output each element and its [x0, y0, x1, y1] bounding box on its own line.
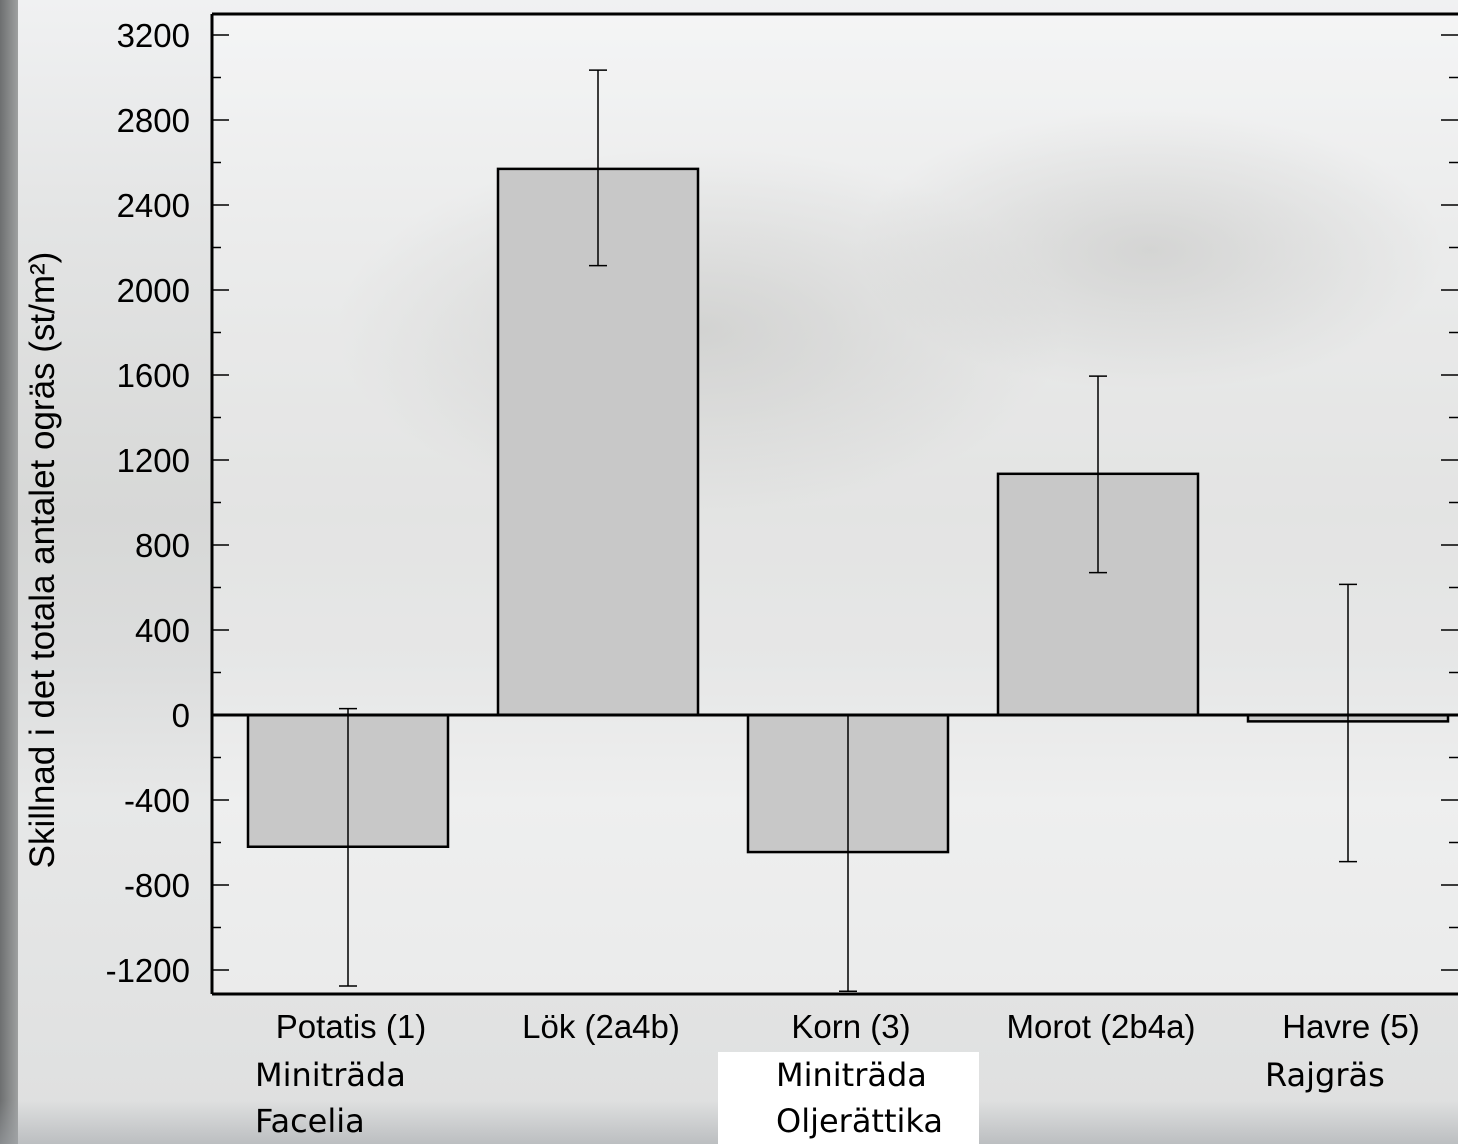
error-bar — [1339, 583, 1357, 863]
category-sublabel-potatis: Miniträda Facelia — [255, 1052, 406, 1144]
error-bars — [339, 69, 1357, 992]
category-label: Havre (5) — [1282, 1008, 1420, 1045]
axes — [210, 12, 1458, 996]
y-tick-label: 2400 — [117, 187, 190, 224]
y-axis-label: Skillnad i det totala antalet ogräs (st/… — [23, 252, 62, 869]
background-photo-edge — [0, 0, 18, 1144]
error-bar — [589, 69, 607, 267]
category-labels: Potatis (1) Lök (2a4b) Korn (3) Morot (2b4a… — [276, 1008, 1420, 1045]
error-bar — [339, 707, 357, 987]
category-label: Morot (2b4a) — [1007, 1008, 1196, 1045]
error-bar — [839, 714, 857, 992]
category-label: Lök (2a4b) — [522, 1008, 680, 1045]
y-tick-label: 1600 — [117, 357, 190, 394]
y-tick-label: 400 — [135, 612, 190, 649]
category-sublabel-korn: Miniträda Oljerättika — [718, 1052, 979, 1144]
sublabel-line: Facelia — [255, 1102, 365, 1140]
y-ticks — [212, 34, 1458, 971]
y-tick-label: 3200 — [117, 17, 190, 54]
category-label: Potatis (1) — [276, 1008, 426, 1045]
y-tick-label: -400 — [124, 782, 190, 819]
sublabel-line: Miniträda — [776, 1056, 927, 1094]
y-tick-label: 1200 — [117, 442, 190, 479]
category-label: Korn (3) — [791, 1008, 910, 1045]
y-tick-label: 800 — [135, 527, 190, 564]
y-tick-label: 0 — [172, 697, 190, 734]
y-tick-label: 2000 — [117, 272, 190, 309]
tick-labels: 3200 2800 2400 2000 1600 1200 800 400 0 -400 -800 -… — [106, 17, 190, 989]
sublabel-line: Rajgräs — [1265, 1056, 1385, 1094]
error-bar — [1089, 375, 1107, 574]
category-sublabel-havre: Rajgräs — [1265, 1052, 1385, 1098]
sublabel-line: Oljerättika — [776, 1102, 943, 1140]
y-tick-label: -800 — [124, 867, 190, 904]
y-tick-label: -1200 — [106, 952, 190, 989]
y-tick-label: 2800 — [117, 102, 190, 139]
sublabel-line: Miniträda — [255, 1056, 406, 1094]
